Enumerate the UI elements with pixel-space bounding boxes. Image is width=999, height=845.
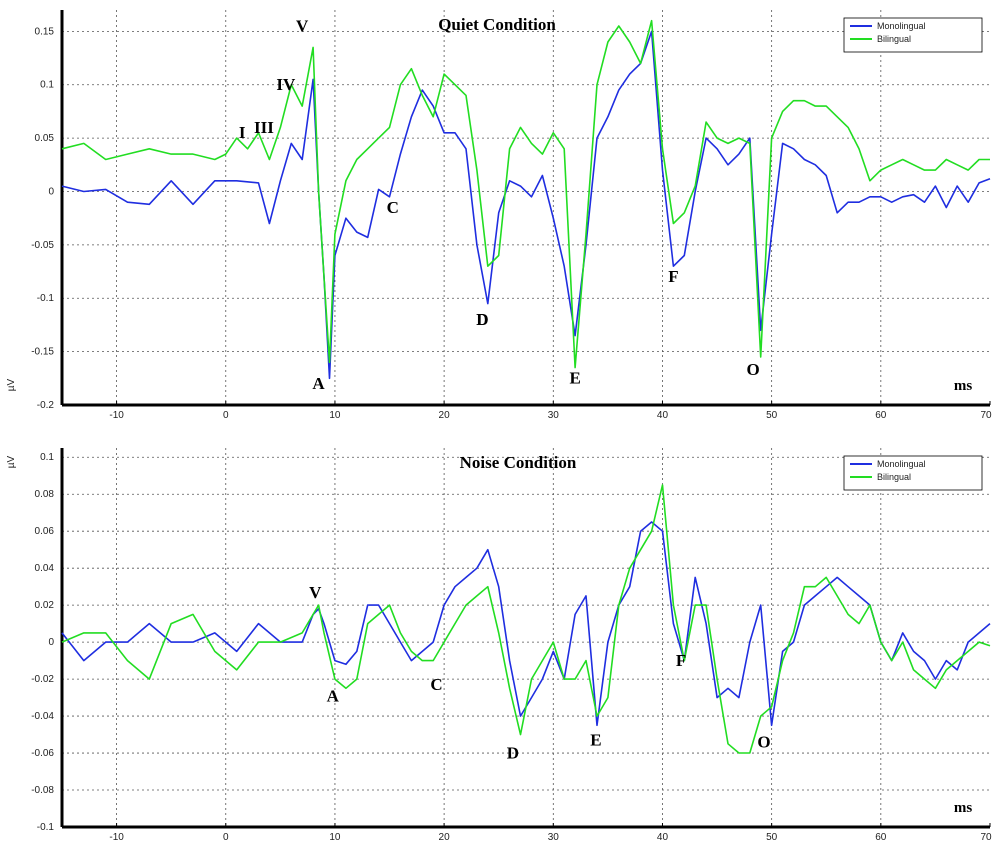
x-tick-label: 50 (766, 410, 778, 421)
y-tick-label: 0.02 (35, 600, 55, 611)
x-tick-label: -10 (109, 832, 124, 843)
x-axis-label: ms (954, 800, 972, 816)
x-tick-label: -10 (109, 410, 124, 421)
x-tick-label: 30 (548, 832, 560, 843)
peak-label-c: C (387, 198, 399, 217)
x-tick-label: 40 (657, 832, 669, 843)
series-line-bilingual (61, 484, 991, 754)
y-tick-label: -0.04 (31, 711, 54, 722)
series-line-monolingual (61, 521, 991, 727)
x-tick-label: 70 (980, 410, 992, 421)
x-tick-label: 70 (980, 832, 992, 843)
peak-label-v: V (296, 16, 309, 35)
x-tick-label: 20 (439, 410, 451, 421)
noise-condition-chart: -10 0 10 20 30 40 50 60 70 -0.1 -0.08 -0.06 -0.04 -0.… (6, 448, 992, 843)
legend-label-bilingual: Bilingual (877, 472, 911, 482)
y-tick-label: 0.1 (40, 452, 54, 463)
y-tick-label: 0 (48, 637, 54, 648)
x-tick-label: 60 (875, 832, 887, 843)
peak-label-v: V (309, 583, 322, 602)
y-tick-label: -0.02 (31, 674, 54, 685)
peak-label-d: D (476, 310, 488, 329)
peak-label-i: I (239, 123, 246, 142)
peak-label-e: E (590, 731, 601, 750)
x-tick-label: 30 (548, 410, 560, 421)
chart-title: Quiet Condition (438, 15, 556, 34)
x-tick-label: 20 (439, 832, 451, 843)
peak-label-iv: IV (276, 75, 296, 94)
y-tick-label: -0.06 (31, 748, 54, 759)
legend-label-monolingual: Monolingual (877, 459, 926, 469)
x-tick-label: 10 (329, 832, 341, 843)
x-tick-label: 50 (766, 832, 778, 843)
x-tick-label: 0 (223, 832, 229, 843)
x-tick-label: 40 (657, 410, 669, 421)
y-tick-label: 0.05 (35, 133, 55, 144)
y-tick-label: -0.2 (37, 400, 55, 411)
peak-label-iii: III (254, 118, 274, 137)
peak-label-c: C (430, 675, 442, 694)
legend-box (843, 455, 983, 491)
quiet-condition-chart: -10 0 10 20 30 40 50 60 70 -0.2 -0.15 -0.1 -0.05 0 0.0… (6, 10, 992, 421)
x-tick-label: 60 (875, 410, 887, 421)
peak-label-d: D (507, 744, 519, 763)
peak-label-f: F (668, 267, 678, 286)
x-tick-label: 0 (223, 410, 229, 421)
y-tick-label: 0.06 (35, 526, 55, 537)
y-tick-label: -0.05 (31, 240, 54, 251)
peak-label-d: D (476, 310, 488, 329)
series-line-bilingual (61, 19, 990, 369)
y-tick-label: -0.1 (37, 293, 55, 304)
y-axis-label: µV (6, 378, 17, 391)
peak-label-e: E (569, 369, 580, 388)
legend-box (843, 17, 983, 53)
series-line-monolingual (61, 30, 991, 380)
peak-label-o: O (757, 733, 770, 752)
y-tick-label: 0.1 (40, 80, 54, 91)
y-tick-label: -0.08 (31, 785, 54, 796)
legend-label-bilingual: Bilingual (877, 34, 911, 44)
y-tick-label: 0.08 (35, 489, 55, 500)
legend-label-monolingual: Monolingual (877, 21, 926, 31)
peak-label-a: A (327, 686, 340, 705)
chart-title: Noise Condition (460, 453, 577, 472)
y-tick-label: -0.15 (31, 347, 54, 358)
y-tick-label: 0.04 (35, 563, 55, 574)
peak-label-f: F (676, 651, 686, 670)
y-tick-label: 0.15 (35, 26, 55, 37)
x-tick-label: 10 (329, 410, 341, 421)
y-axis-label: µV (6, 455, 17, 468)
peak-label-a: A (312, 374, 325, 393)
y-tick-label: -0.1 (37, 822, 55, 833)
peak-label-o: O (746, 360, 759, 379)
y-tick-label: 0 (48, 186, 54, 197)
x-axis-label: ms (954, 378, 972, 394)
